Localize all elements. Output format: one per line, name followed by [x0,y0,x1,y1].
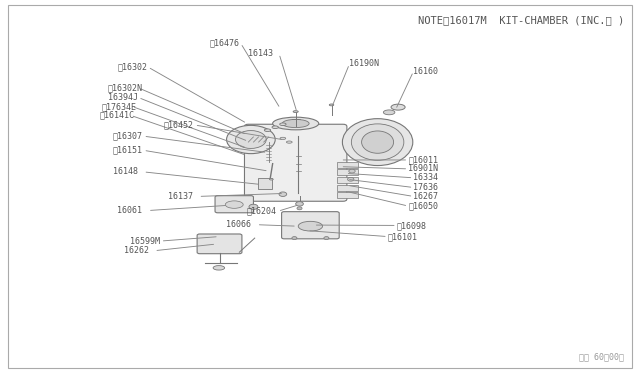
FancyBboxPatch shape [337,192,358,198]
Text: ※16141C: ※16141C [100,111,135,120]
Ellipse shape [213,266,225,270]
Ellipse shape [342,119,413,166]
Text: 16190N: 16190N [349,60,380,68]
Circle shape [348,177,354,181]
Text: 16066: 16066 [226,220,251,229]
Ellipse shape [280,123,286,126]
Text: 16267: 16267 [413,192,438,201]
Text: 16394J: 16394J [108,93,138,102]
Circle shape [249,204,258,209]
Text: ※16151: ※16151 [113,146,143,155]
Text: 16160: 16160 [413,67,438,76]
Ellipse shape [269,179,273,180]
Text: 16334: 16334 [413,173,438,182]
Ellipse shape [391,104,405,110]
Text: ※16204: ※16204 [247,207,277,216]
Ellipse shape [293,111,298,112]
FancyBboxPatch shape [282,212,339,239]
Ellipse shape [383,110,395,115]
Ellipse shape [351,124,404,160]
Text: ※16101: ※16101 [388,232,418,241]
Circle shape [297,207,302,210]
Text: 16137: 16137 [168,192,193,201]
Text: ※17634E: ※17634E [101,102,136,111]
Circle shape [324,237,329,240]
Text: ※性 60：00：: ※性 60：00： [579,353,624,362]
Circle shape [227,125,275,154]
FancyBboxPatch shape [337,177,358,183]
Text: ※16050: ※16050 [408,202,438,211]
Circle shape [296,202,303,206]
Text: ※16098: ※16098 [397,221,427,230]
FancyBboxPatch shape [244,124,347,201]
Ellipse shape [280,137,285,140]
Text: NOTE；16017M  KIT-CHAMBER (INC.※ ): NOTE；16017M KIT-CHAMBER (INC.※ ) [418,15,624,25]
Circle shape [292,237,297,240]
Text: ※16307: ※16307 [113,132,143,141]
FancyBboxPatch shape [8,5,632,368]
FancyBboxPatch shape [215,196,253,213]
Text: 16148: 16148 [113,167,138,176]
Ellipse shape [273,117,319,130]
FancyBboxPatch shape [197,234,242,254]
Text: 16061: 16061 [117,206,142,215]
Text: ※16476: ※16476 [210,39,240,48]
Text: ※16302: ※16302 [117,62,147,71]
Text: ※16011: ※16011 [408,155,438,164]
Ellipse shape [362,131,394,153]
Ellipse shape [298,221,323,231]
Circle shape [349,169,355,173]
Text: ※16452: ※16452 [164,121,194,129]
Text: 17636: 17636 [413,183,438,192]
Ellipse shape [272,126,278,129]
Text: 16143: 16143 [248,49,273,58]
FancyBboxPatch shape [258,178,272,189]
Ellipse shape [329,104,334,106]
FancyBboxPatch shape [337,185,358,191]
Ellipse shape [287,141,292,143]
Text: ※16302N: ※16302N [108,83,143,92]
Text: 16901N: 16901N [408,164,438,173]
Circle shape [279,192,287,196]
FancyBboxPatch shape [337,169,358,175]
Ellipse shape [225,201,243,208]
Text: 16599M: 16599M [130,237,160,246]
Circle shape [236,131,266,148]
Ellipse shape [282,119,309,128]
Text: 16262: 16262 [124,246,148,255]
Ellipse shape [264,129,271,131]
FancyBboxPatch shape [337,162,358,168]
